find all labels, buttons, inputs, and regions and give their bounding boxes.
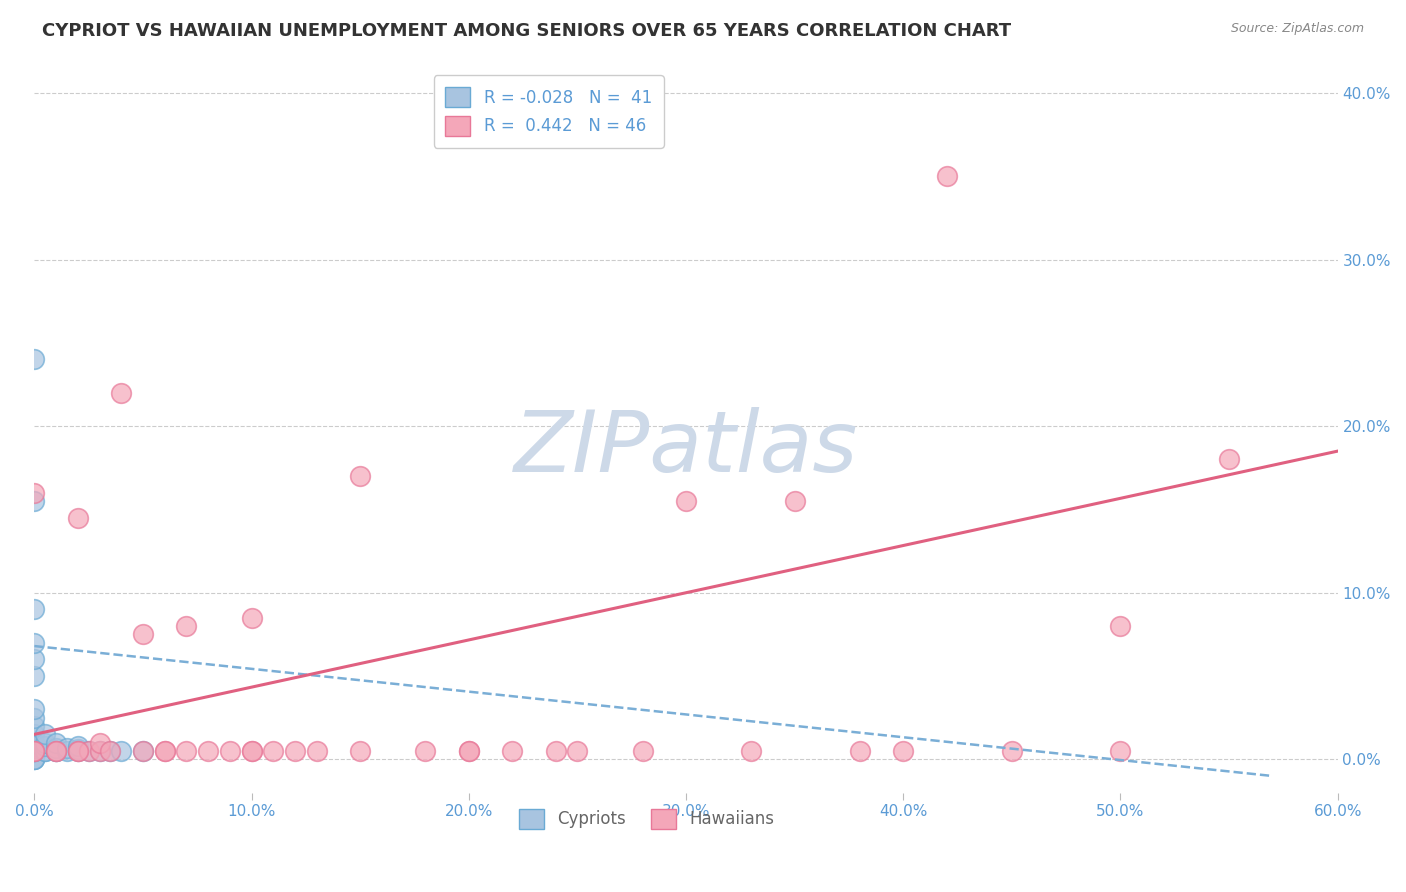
Point: [100, 744, 122, 758]
Point: [22, 752, 45, 766]
Point: [22, 752, 45, 766]
Point: [77, 744, 100, 758]
Point: [22, 737, 45, 751]
Point: [66, 510, 89, 524]
Point: [22, 727, 45, 741]
Point: [66, 744, 89, 758]
Point: [22, 739, 45, 753]
Point: [66, 744, 89, 758]
Point: [22, 744, 45, 758]
Point: [935, 169, 957, 184]
Point: [1109, 619, 1132, 633]
Point: [153, 744, 176, 758]
Point: [631, 744, 654, 758]
Point: [22, 744, 45, 758]
Point: [305, 744, 328, 758]
Point: [457, 744, 479, 758]
Point: [66, 742, 89, 756]
Point: [22, 702, 45, 716]
Point: [22, 740, 45, 755]
Text: CYPRIOT VS HAWAIIAN UNEMPLOYMENT AMONG SENIORS OVER 65 YEARS CORRELATION CHART: CYPRIOT VS HAWAIIAN UNEMPLOYMENT AMONG S…: [42, 22, 1011, 40]
Point: [22, 744, 45, 758]
Point: [45, 736, 67, 750]
Point: [45, 744, 67, 758]
Point: [22, 752, 45, 766]
Point: [22, 719, 45, 733]
Point: [22, 485, 45, 500]
Point: [349, 744, 371, 758]
Point: [783, 494, 806, 508]
Point: [567, 744, 589, 758]
Text: Source: ZipAtlas.com: Source: ZipAtlas.com: [1230, 22, 1364, 36]
Point: [110, 385, 132, 400]
Point: [34, 739, 56, 753]
Point: [1001, 744, 1024, 758]
Point: [45, 744, 67, 758]
Point: [501, 744, 523, 758]
Point: [284, 744, 307, 758]
Point: [457, 744, 479, 758]
Point: [544, 744, 567, 758]
Point: [262, 744, 284, 758]
Point: [34, 744, 56, 758]
Point: [176, 744, 198, 758]
Point: [22, 744, 45, 758]
Point: [349, 469, 371, 483]
Point: [22, 652, 45, 666]
Point: [22, 602, 45, 616]
Point: [132, 744, 155, 758]
Point: [197, 744, 219, 758]
Point: [56, 740, 79, 755]
Point: [240, 744, 263, 758]
Legend: Cypriots, Hawaiians: Cypriots, Hawaiians: [513, 802, 782, 836]
Point: [22, 736, 45, 750]
Point: [1218, 452, 1240, 467]
Point: [66, 744, 89, 758]
Point: [89, 736, 111, 750]
Point: [66, 739, 89, 753]
Point: [34, 727, 56, 741]
Point: [153, 744, 176, 758]
Point: [22, 669, 45, 683]
Point: [132, 744, 155, 758]
Point: [34, 744, 56, 758]
Point: [22, 736, 45, 750]
Point: [849, 744, 872, 758]
Point: [740, 744, 762, 758]
Point: [89, 744, 111, 758]
Point: [132, 627, 155, 641]
Point: [22, 352, 45, 367]
Point: [110, 744, 132, 758]
Point: [240, 744, 263, 758]
Point: [56, 744, 79, 758]
Point: [77, 744, 100, 758]
Point: [45, 744, 67, 758]
Point: [45, 744, 67, 758]
Text: ZIPatlas: ZIPatlas: [513, 407, 858, 490]
Point: [891, 744, 914, 758]
Point: [89, 744, 111, 758]
Point: [45, 740, 67, 755]
Point: [415, 744, 437, 758]
Point: [675, 494, 697, 508]
Point: [176, 619, 198, 633]
Point: [22, 736, 45, 750]
Point: [22, 744, 45, 758]
Point: [22, 636, 45, 650]
Point: [100, 744, 122, 758]
Point: [22, 494, 45, 508]
Point: [34, 736, 56, 750]
Point: [240, 611, 263, 625]
Point: [1109, 744, 1132, 758]
Point: [22, 711, 45, 725]
Point: [218, 744, 240, 758]
